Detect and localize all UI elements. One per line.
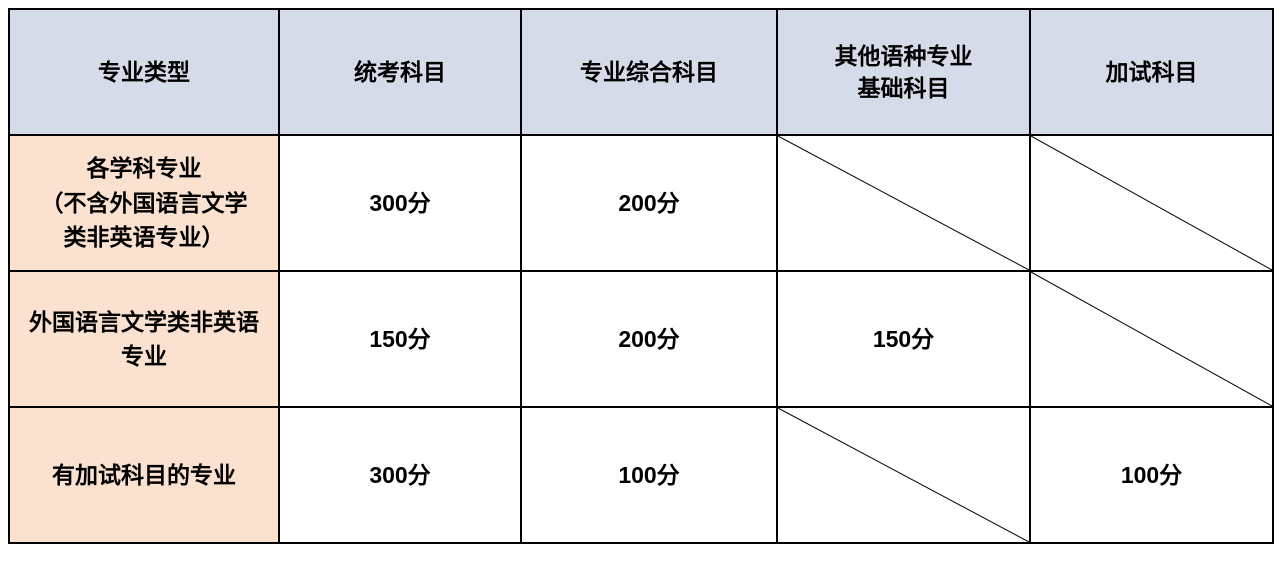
col-header-label: 专业类型 <box>98 59 190 85</box>
table-row: 各学科专业（不含外国语言文学类非英语专业） 300分 200分 <box>9 135 1273 271</box>
cell-value: 300分 <box>279 407 521 543</box>
cell-text: 200分 <box>618 190 679 216</box>
cell-not-applicable <box>777 407 1030 543</box>
cell-value: 150分 <box>279 271 521 407</box>
cell-value: 150分 <box>777 271 1030 407</box>
col-header-major-type: 专业类型 <box>9 9 279 135</box>
diagonal-slash-icon <box>778 136 1029 270</box>
cell-value: 300分 <box>279 135 521 271</box>
table-header-row: 专业类型 统考科目 专业综合科目 其他语种专业基础科目 加试科目 <box>9 9 1273 135</box>
cell-text: 300分 <box>369 190 430 216</box>
diagonal-slash-icon <box>1031 136 1272 270</box>
col-header-unified-exam: 统考科目 <box>279 9 521 135</box>
col-header-other-language-basic: 其他语种专业基础科目 <box>777 9 1030 135</box>
row-header-label: 外国语言文学类非英语专业 <box>29 309 259 370</box>
cell-value: 100分 <box>521 407 777 543</box>
col-header-label: 统考科目 <box>354 59 446 85</box>
diagonal-slash-icon <box>778 408 1029 542</box>
col-header-label: 加试科目 <box>1106 59 1198 85</box>
row-header-label: 各学科专业（不含外国语言文学类非英语专业） <box>41 155 248 250</box>
row-header-foreign-language: 外国语言文学类非英语专业 <box>9 271 279 407</box>
col-header-professional-comprehensive: 专业综合科目 <box>521 9 777 135</box>
cell-value: 200分 <box>521 271 777 407</box>
cell-text: 150分 <box>873 326 934 352</box>
cell-value: 200分 <box>521 135 777 271</box>
cell-not-applicable <box>1030 271 1273 407</box>
col-header-additional-exam: 加试科目 <box>1030 9 1273 135</box>
col-header-label: 其他语种专业基础科目 <box>835 43 973 101</box>
col-header-label: 专业综合科目 <box>580 59 718 85</box>
table-row: 外国语言文学类非英语专业 150分 200分 150分 <box>9 271 1273 407</box>
cell-text: 100分 <box>618 462 679 488</box>
cell-not-applicable <box>1030 135 1273 271</box>
score-table: 专业类型 统考科目 专业综合科目 其他语种专业基础科目 加试科目 各学科专业（不… <box>8 8 1274 544</box>
cell-text: 100分 <box>1121 462 1182 488</box>
cell-not-applicable <box>777 135 1030 271</box>
row-header-all-disciplines: 各学科专业（不含外国语言文学类非英语专业） <box>9 135 279 271</box>
cell-text: 300分 <box>369 462 430 488</box>
diagonal-slash-icon <box>1031 272 1272 406</box>
cell-value: 100分 <box>1030 407 1273 543</box>
cell-text: 200分 <box>618 326 679 352</box>
row-header-label: 有加试科目的专业 <box>52 462 236 488</box>
table-row: 有加试科目的专业 300分 100分 100分 <box>9 407 1273 543</box>
row-header-with-additional-exam: 有加试科目的专业 <box>9 407 279 543</box>
cell-text: 150分 <box>369 326 430 352</box>
